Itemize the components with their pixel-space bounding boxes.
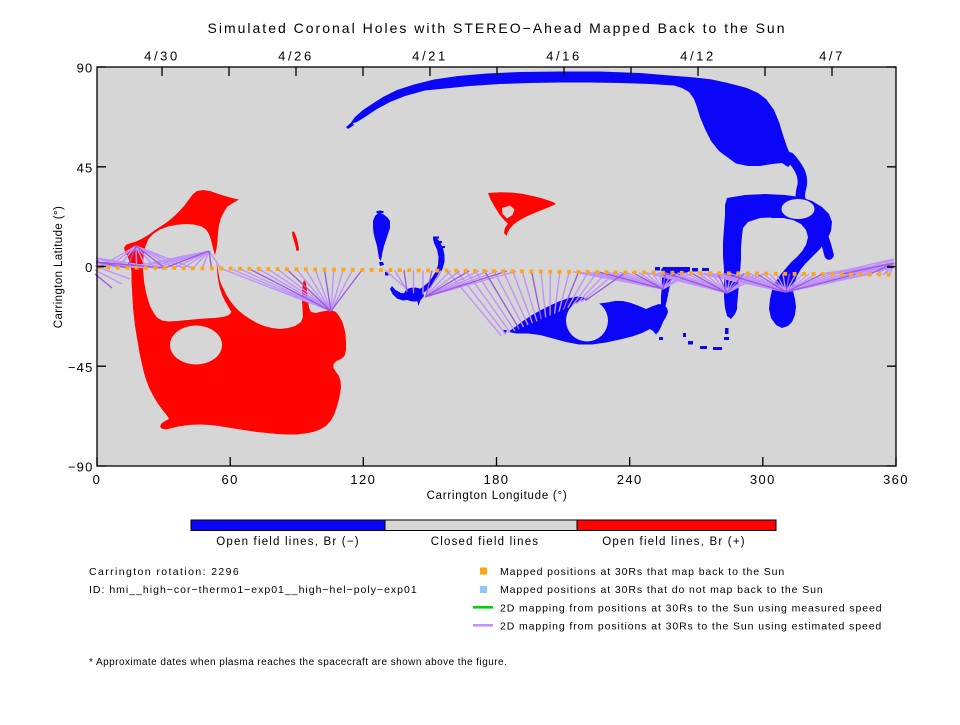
svg-text:0: 0 [85,260,93,275]
svg-text:Carrington Longitude (°): Carrington Longitude (°) [427,490,568,502]
svg-text:0: 0 [93,472,102,487]
svg-text:Closed field lines: Closed field lines [431,536,540,548]
svg-text:4/12: 4/12 [680,49,716,64]
svg-text:60: 60 [222,472,239,487]
svg-text:45: 45 [77,160,94,175]
svg-text:120: 120 [350,472,376,487]
svg-text:4/21: 4/21 [412,49,448,64]
svg-text:Carrington rotation: 2296: Carrington rotation: 2296 [89,566,240,578]
svg-text:240: 240 [617,472,643,487]
svg-text:Open field lines, Br (−): Open field lines, Br (−) [216,536,360,548]
svg-text:Open field lines, Br (+): Open field lines, Br (+) [602,536,746,548]
svg-text:−90: −90 [68,460,94,475]
svg-text:4/7: 4/7 [819,49,845,64]
svg-text:2D mapping from positions at 3: 2D mapping from positions at 30Rs to the… [500,603,882,615]
svg-text:ID: hmi__high−cor−thermo1−exp0: ID: hmi__high−cor−thermo1−exp01__high−he… [89,584,418,596]
svg-text:* Approximate dates when plasm: * Approximate dates when plasma reaches … [89,657,507,668]
svg-text:Carrington Latitude (°): Carrington Latitude (°) [53,206,65,328]
svg-text:Simulated Coronal Holes with S: Simulated Coronal Holes with STEREO−Ahea… [208,20,787,36]
svg-text:Mapped positions at 30Rs that: Mapped positions at 30Rs that map back t… [500,566,785,578]
svg-text:360: 360 [883,472,909,487]
svg-text:4/16: 4/16 [546,49,582,64]
svg-text:2D mapping from positions at 3: 2D mapping from positions at 30Rs to the… [500,621,882,633]
svg-text:90: 90 [77,61,94,76]
svg-text:300: 300 [750,472,776,487]
svg-text:4/30: 4/30 [144,49,180,64]
svg-text:Mapped positions at 30Rs that: Mapped positions at 30Rs that do not map… [500,584,824,596]
svg-text:−45: −45 [68,360,94,375]
svg-text:180: 180 [484,472,510,487]
svg-text:4/26: 4/26 [278,49,314,64]
